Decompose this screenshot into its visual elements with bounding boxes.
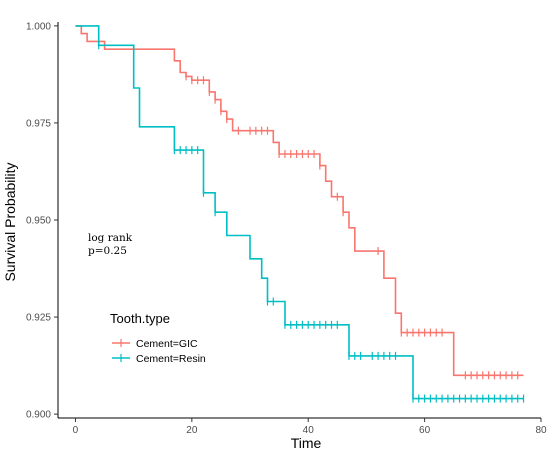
annotation-line-2: p=0.25 [88, 245, 127, 257]
x-axis: 0 20 40 60 80 [58, 417, 547, 436]
annotation-line-1: log rank [88, 232, 133, 244]
y-tick-label: 0.975 [26, 118, 51, 129]
y-tick-label: 0.950 [26, 216, 51, 227]
y-tick-label: 0.900 [26, 410, 51, 421]
x-tick-label: 20 [186, 425, 198, 436]
legend-title: Tooth.type [110, 311, 170, 326]
survival-curves [75, 25, 525, 403]
logrank-annotation: log rank p=0.25 [88, 232, 133, 257]
survival-line-cement-resin [75, 25, 524, 400]
y-axis-title: Survival Probability [2, 162, 18, 281]
legend: Tooth.type Cement=GIC Cement=Resin [110, 311, 206, 365]
y-tick-label: 1.000 [26, 21, 51, 32]
x-tick-label: 0 [73, 425, 79, 436]
y-axis: 0.900 0.925 0.950 0.975 1.000 [26, 21, 59, 421]
x-tick-label: 80 [535, 425, 547, 436]
y-tick-label: 0.925 [26, 313, 51, 324]
legend-label-cement-resin: Cement=Resin [136, 353, 206, 365]
legend-label-cement-gic: Cement=GIC [136, 338, 198, 350]
survival-line-cement-gic [75, 25, 524, 377]
x-tick-label: 60 [419, 425, 431, 436]
x-tick-label: 40 [303, 425, 315, 436]
x-axis-title: Time [291, 435, 322, 451]
